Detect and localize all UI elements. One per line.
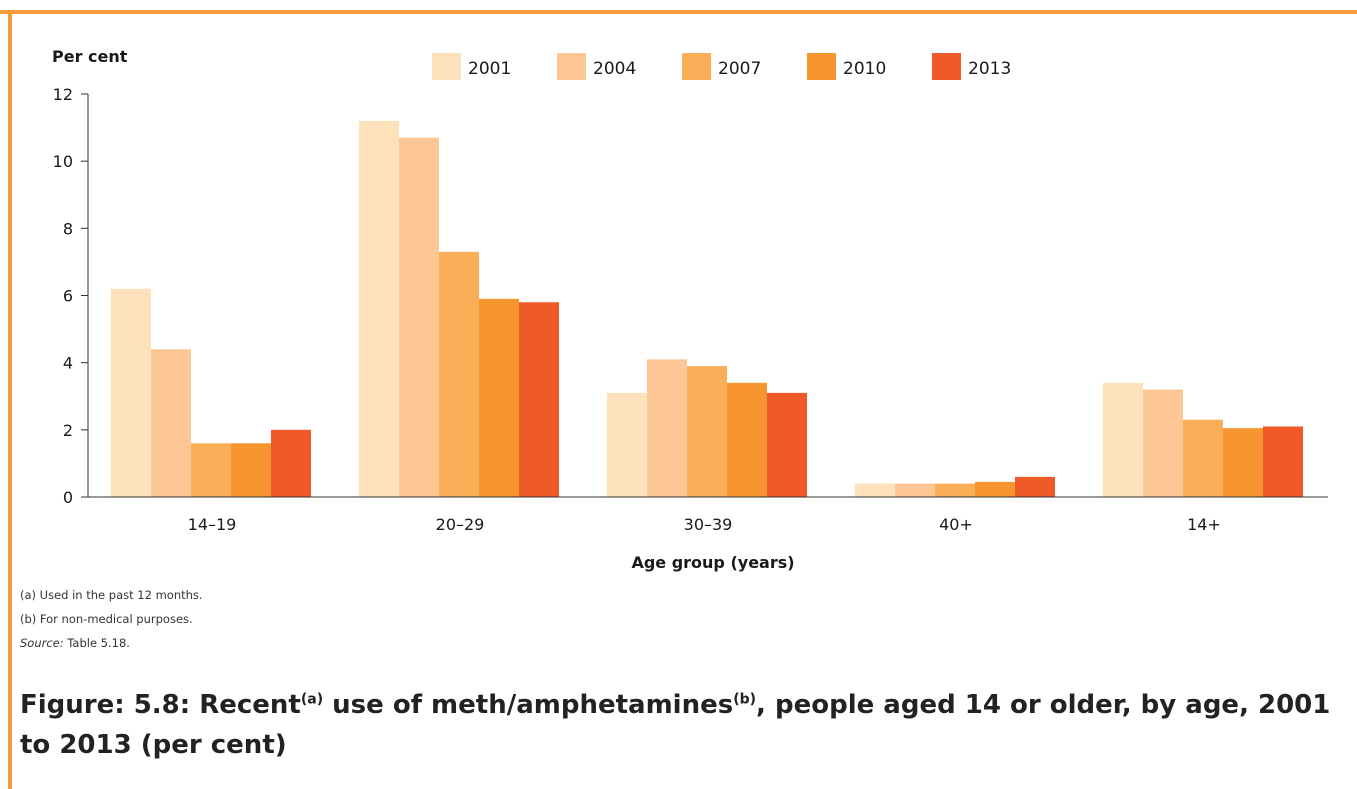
frame-top-border [0,10,1357,14]
legend-swatch-2010 [807,53,836,80]
source-label: Source: [20,636,64,650]
caption-mid: use of meth/amphetamines [323,690,734,720]
bars [111,120,1303,498]
bar-2007-3 [935,483,975,497]
bar-2004-0 [151,349,191,497]
bar-2010-0 [231,443,271,497]
legend-label-2007: 2007 [718,59,761,79]
footnote-b: (b) For non-medical purposes. [20,612,193,626]
bar-2001-0 [111,288,151,497]
caption-prefix: Figure: 5.8: Recent [20,690,301,720]
y-tick-label: 8 [63,219,73,238]
caption-sup-b: (b) [733,691,757,708]
y-tick-label: 6 [63,287,73,306]
bar-chart: Per cent Age group (years) 2001 2004 2007 2… [52,47,1328,572]
y-axis: 0 2 4 6 8 10 12 [53,85,89,507]
bar-2001-4 [1103,382,1143,497]
bar-2013-2 [767,392,807,497]
bar-2004-2 [647,359,687,497]
bar-2007-0 [191,443,231,497]
legend-label-2010: 2010 [843,59,886,79]
x-tick-label: 14–19 [188,515,237,534]
legend: 2001 2004 2007 2010 2013 [432,53,1011,80]
x-axis: 14–19 20–29 30–39 40+ 14+ [88,496,1328,534]
bar-2013-0 [271,429,311,497]
legend-swatch-2001 [432,53,461,80]
legend-label-2004: 2004 [593,59,636,79]
y-tick-label: 4 [63,354,73,373]
bar-2004-4 [1143,389,1183,497]
frame-left-border [8,10,12,789]
y-tick-label: 2 [63,421,73,440]
bar-2001-3 [855,483,895,497]
x-axis-title: Age group (years) [631,553,794,572]
legend-swatch-2007 [682,53,711,80]
caption-suffix: , people aged 14 or older, by age, 2001 … [20,690,1331,760]
y-tick-label: 12 [53,85,73,104]
bar-2007-4 [1183,419,1223,497]
legend-label-2001: 2001 [468,59,511,79]
legend-label-2013: 2013 [968,59,1011,79]
x-tick-label: 20–29 [436,515,485,534]
caption-sup-a: (a) [300,691,324,708]
bar-2001-2 [607,392,647,497]
y-tick-label: 0 [63,488,73,507]
bar-2010-2 [727,382,767,497]
footnote-a: (a) Used in the past 12 months. [20,588,203,602]
bar-2010-3 [975,481,1015,497]
y-tick-label: 10 [53,152,73,171]
bar-2013-1 [519,302,559,497]
bar-2010-4 [1223,428,1263,497]
source-text: Table 5.18. [63,636,130,650]
source-note: Source: Table 5.18. [20,636,130,650]
legend-swatch-2004 [557,53,586,80]
bar-2013-3 [1015,476,1055,497]
x-tick-label: 14+ [1187,515,1221,534]
legend-swatch-2013 [932,53,961,80]
bar-2010-1 [479,298,519,497]
bar-2007-2 [687,366,727,497]
bar-2007-1 [439,251,479,497]
y-axis-title: Per cent [52,47,128,66]
bar-2013-4 [1263,426,1303,497]
x-tick-label: 30–39 [684,515,733,534]
figure-caption: Figure: 5.8: Recent(a) use of meth/amphe… [20,685,1340,765]
bar-2004-3 [895,483,935,497]
bar-2001-1 [359,120,399,497]
bar-2004-1 [399,137,439,498]
x-tick-label: 40+ [939,515,973,534]
